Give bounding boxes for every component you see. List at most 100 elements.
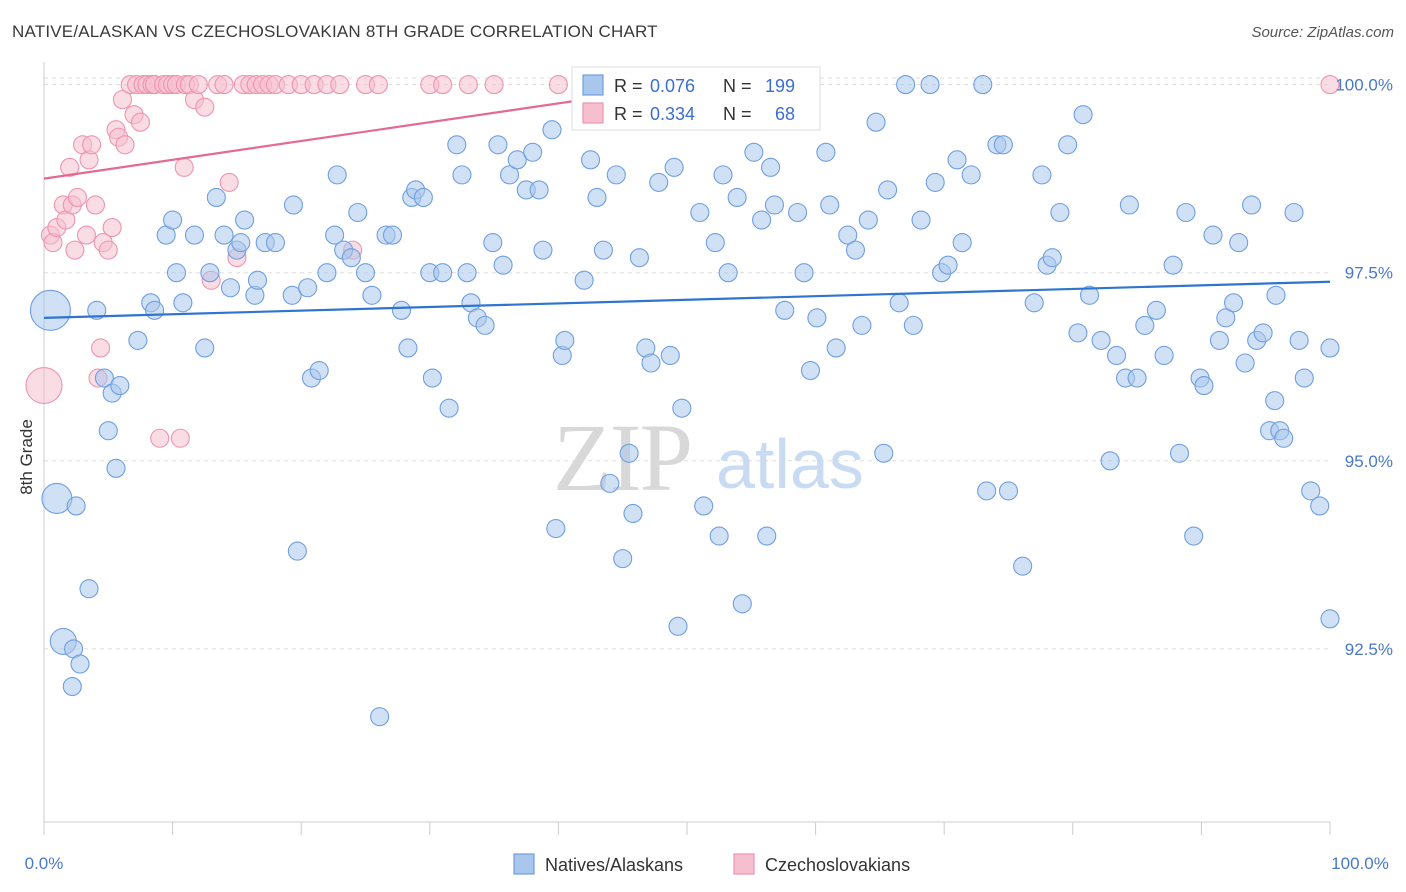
native-alaskan-point: [70, 654, 90, 674]
native-alaskan-point: [265, 233, 286, 253]
native-alaskan-point: [1169, 443, 1190, 463]
y-axis-title: 8th Grade: [17, 419, 36, 495]
native-alaskan-point: [439, 398, 459, 418]
czechoslovakian-point: [170, 428, 190, 448]
native-alaskan-point: [110, 376, 130, 396]
native-alaskan-point: [1274, 428, 1294, 448]
native-alaskan-point: [523, 142, 543, 162]
legend-swatch-blue: [582, 74, 604, 96]
native-alaskan-point: [62, 677, 82, 697]
native-alaskan-point: [764, 195, 784, 215]
native-alaskan-point: [820, 195, 840, 215]
native-alaskan-point: [1284, 202, 1304, 223]
legend-n-value-2: 68: [775, 104, 795, 124]
native-alaskan-point: [574, 270, 594, 290]
native-alaskan-point: [1194, 376, 1214, 396]
native-alaskan-point: [664, 157, 684, 177]
native-alaskan-point: [433, 263, 453, 283]
watermark: ZIP atlas: [553, 404, 864, 511]
native-alaskan-point: [493, 255, 513, 275]
native-alaskan-point: [452, 165, 472, 185]
native-alaskan-point: [973, 75, 993, 95]
native-alaskan-point: [66, 496, 86, 516]
native-alaskan-point: [287, 541, 307, 561]
native-alaskan-point: [200, 263, 220, 283]
native-alaskan-point: [775, 300, 795, 320]
native-alaskan-point: [903, 315, 923, 335]
legend-n-value-1: 199: [765, 76, 795, 96]
native-alaskan-point: [874, 443, 894, 463]
bottom-legend-label-natives: Natives/Alaskans: [545, 855, 683, 875]
bottom-legend-swatch-pink: [733, 853, 755, 875]
native-alaskan-point: [166, 263, 187, 283]
y-tick-label: 92.5%: [1345, 640, 1393, 659]
native-alaskan-point: [600, 473, 620, 493]
native-alaskan-point: [1235, 353, 1255, 373]
chart-title: NATIVE/ALASKAN VS CZECHOSLOVAKIAN 8TH GR…: [12, 22, 658, 41]
native-alaskan-point: [1032, 165, 1052, 185]
czechoslovakian-point: [214, 75, 234, 95]
native-alaskan-point: [826, 338, 846, 358]
czechoslovakian-point: [76, 225, 96, 245]
native-alaskan-point: [852, 315, 872, 335]
native-alaskan-point: [619, 443, 639, 463]
native-alaskan-point: [1242, 195, 1262, 215]
native-alaskan-point: [184, 225, 205, 245]
czechoslovakian-point: [60, 157, 80, 177]
native-alaskan-point: [1176, 202, 1196, 223]
native-alaskan-point: [1146, 300, 1166, 320]
native-alaskan-point: [79, 579, 99, 599]
native-alaskan-point: [1253, 323, 1273, 343]
czechoslovakian-point: [174, 157, 194, 177]
native-alaskan-point: [1184, 526, 1204, 546]
native-alaskan-point: [705, 233, 725, 253]
czechoslovakian-point: [82, 135, 102, 155]
native-alaskan-point: [613, 549, 633, 569]
native-alaskan-point: [145, 300, 165, 320]
native-alaskan-point: [235, 210, 255, 230]
native-alaskan-point: [214, 225, 234, 245]
native-alaskan-point: [309, 360, 329, 381]
czechoslovakian-point: [368, 75, 388, 95]
native-alaskan-point: [920, 75, 940, 95]
native-alaskan-point: [838, 225, 858, 245]
native-alaskan-point: [1310, 496, 1330, 516]
native-alaskan-point: [1294, 368, 1314, 388]
x-tick-label-max: 100.0%: [1331, 854, 1389, 873]
native-alaskan-point: [546, 518, 566, 539]
czechoslovakian-point: [67, 187, 87, 207]
native-alaskan-point: [761, 157, 781, 177]
native-alaskan-point: [282, 285, 302, 305]
native-alaskan-point: [947, 150, 967, 170]
native-alaskan-point: [483, 233, 503, 253]
x-tick-label-min: 0.0%: [25, 854, 64, 873]
native-alaskan-point: [87, 300, 107, 320]
native-alaskan-point: [1266, 285, 1286, 305]
x-tick-labels: 0.0% 100.0%: [25, 854, 1389, 873]
native-alaskan-point: [587, 187, 607, 207]
native-alaskan-point: [925, 172, 945, 192]
native-alaskan-point: [807, 308, 827, 328]
native-alaskan-point: [355, 263, 376, 283]
native-alaskan-point: [794, 263, 814, 283]
native-alaskan-point: [1229, 233, 1249, 253]
watermark-atlas: atlas: [716, 425, 864, 503]
czechoslovakian-point: [484, 75, 504, 95]
czechoslovakian-point: [330, 75, 350, 95]
native-alaskan-point: [694, 496, 714, 516]
native-alaskan-point: [606, 165, 626, 185]
czechoslovakian-point: [150, 428, 170, 448]
czechoslovakian-point: [433, 75, 453, 95]
legend-n-label-1: N =: [723, 76, 752, 96]
native-alaskan-point: [690, 202, 710, 223]
native-alaskan-point: [555, 330, 575, 350]
native-alaskan-point: [29, 289, 71, 331]
native-alaskan-point: [163, 210, 183, 230]
czechoslovakian-point: [102, 217, 122, 238]
native-alaskan-point: [800, 360, 821, 381]
native-alaskan-point: [878, 180, 898, 200]
native-alaskan-point: [1106, 345, 1127, 366]
native-alaskan-point: [391, 300, 412, 320]
native-alaskan-point: [325, 225, 345, 245]
